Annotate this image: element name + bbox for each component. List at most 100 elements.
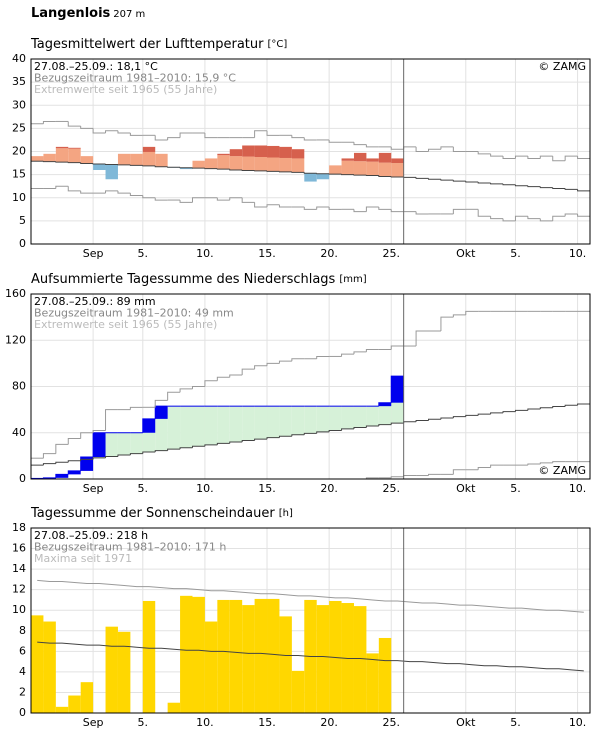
extreme-line [477, 209, 491, 217]
chart: Aufsummierte Tagessumme des Niederschlag… [5, 272, 591, 495]
extreme-line [577, 156, 590, 159]
extreme-line [105, 190, 118, 194]
reference-line [105, 455, 118, 458]
extreme-line [353, 209, 367, 213]
title-unit: [mm] [339, 274, 366, 285]
bar [279, 616, 292, 713]
chart: Tagessumme der Sonnenscheindauer [h] 0 2 4 6 8… [12, 506, 591, 729]
reference-line [216, 442, 230, 445]
x-tick-label: 25. [382, 716, 400, 729]
anomaly-bar [55, 148, 69, 163]
reference-line [55, 461, 69, 464]
title-unit: [h] [279, 508, 293, 519]
extreme-line [67, 121, 81, 127]
extreme-line [552, 156, 566, 162]
anomaly-bar [242, 156, 255, 171]
reference-line [428, 178, 441, 180]
extreme-line [403, 475, 417, 477]
copyright: © ZAMG [538, 60, 586, 73]
extreme-line [490, 216, 504, 220]
extreme-line [266, 204, 280, 207]
y-tick-label: 15 [12, 168, 26, 181]
anomaly-bar [329, 165, 342, 175]
x-tick-label: 10. [569, 716, 587, 729]
extreme-line [142, 195, 156, 199]
anomaly-bar [304, 173, 317, 182]
extreme-line [477, 151, 491, 155]
surplus-area [192, 406, 205, 447]
reference-line [415, 419, 429, 422]
y-tick-label: 10 [12, 191, 26, 204]
cumulative-line [390, 375, 404, 403]
x-tick-label: 5. [510, 482, 521, 495]
reference-line [266, 437, 280, 440]
reference-line [92, 457, 106, 460]
anomaly-bar [378, 162, 392, 177]
daily-increment [142, 418, 156, 433]
reference-line [42, 463, 56, 466]
y-tick-label: 30 [12, 98, 26, 111]
reference-line [452, 416, 466, 418]
anomaly-bar [341, 160, 354, 175]
extreme-line [129, 133, 143, 136]
anomaly-bar [254, 157, 268, 171]
extreme-line [117, 130, 131, 134]
reference-line [564, 404, 578, 407]
reference-line [365, 425, 379, 428]
daily-increment [391, 376, 404, 403]
daily-increment [378, 402, 392, 407]
surplus-area [254, 406, 268, 440]
bar [105, 626, 118, 713]
y-tick-label: 0 [19, 706, 26, 719]
extreme-line [191, 197, 205, 203]
extreme-line [502, 218, 516, 222]
extreme-line [539, 155, 553, 159]
y-tick-label: 5 [19, 214, 26, 227]
reference-line [428, 418, 441, 421]
reference-line [179, 447, 193, 450]
extreme-line [278, 360, 292, 364]
surplus-area [329, 406, 342, 431]
reference-line [490, 412, 504, 415]
reference-line [452, 180, 466, 182]
reference-line [229, 441, 243, 444]
chart-title: Aufsummierte Tagessumme des Niederschlag… [31, 272, 367, 287]
reference-line [167, 448, 181, 451]
reference-line [440, 179, 454, 181]
anomaly-bar [254, 145, 268, 158]
extreme-line [55, 443, 69, 454]
reference-line [303, 432, 317, 435]
reference-line [490, 182, 504, 185]
surplus-area [291, 406, 305, 435]
y-tick-label: 35 [12, 75, 26, 88]
x-tick-label: 15. [258, 482, 276, 495]
surplus-area [130, 432, 143, 454]
daily-increment [155, 406, 168, 419]
bar [43, 621, 56, 713]
x-tick-label: 10. [569, 482, 587, 495]
surplus-area [353, 406, 367, 428]
station-name: Langenlois [31, 6, 111, 21]
surplus-area [180, 406, 193, 448]
extreme-line [80, 190, 94, 194]
extreme-line [67, 438, 81, 445]
bar [167, 702, 181, 713]
extreme-line [291, 135, 305, 139]
reference-line [154, 450, 168, 453]
surplus-area [217, 406, 230, 444]
y-tick-label: 8 [19, 624, 26, 637]
reference-line [353, 427, 367, 429]
extreme-line [452, 146, 466, 152]
extreme-line [278, 204, 292, 208]
daily-increment [80, 457, 94, 471]
extreme-line [167, 137, 181, 140]
plot-frame [30, 293, 591, 480]
extreme-line [539, 462, 553, 464]
extreme-line [465, 310, 479, 315]
copyright: © ZAMG [538, 464, 586, 477]
x-tick-label: 20. [320, 482, 338, 495]
extreme-line [303, 207, 317, 210]
reference-line [80, 458, 94, 461]
y-tick-label: 25 [12, 121, 26, 134]
reference-line [415, 177, 429, 179]
